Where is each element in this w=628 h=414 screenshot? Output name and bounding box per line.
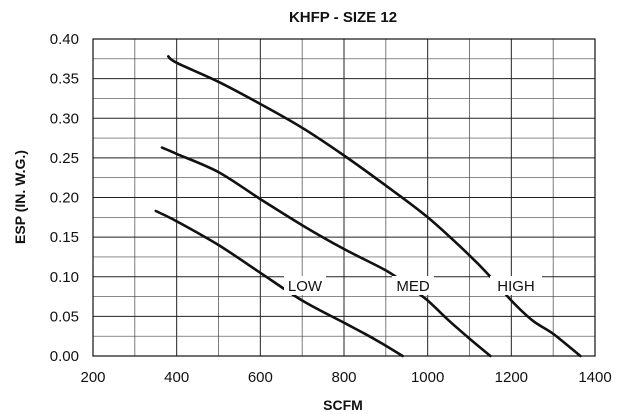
x-tick-label: 1200 — [495, 369, 528, 386]
curve-labels: LOW MED HIGH — [284, 276, 542, 295]
y-tick-label: 0.40 — [50, 31, 79, 48]
curves — [154, 55, 582, 358]
x-tick-label: 1000 — [411, 369, 444, 386]
x-tick-label: 1400 — [578, 369, 611, 386]
curve-label-med: MED — [396, 278, 430, 295]
y-tick-label: 0.30 — [50, 110, 79, 127]
y-tick-label: 0.35 — [50, 71, 79, 88]
plot-frame — [92, 38, 596, 357]
x-tick-labels: 200 400 600 800 1000 1200 1400 — [80, 369, 611, 386]
x-tick-label: 800 — [331, 369, 356, 386]
y-tick-label: 0.10 — [50, 269, 79, 286]
curve-label-low: LOW — [288, 278, 323, 295]
curve-high — [167, 55, 582, 358]
curve-low — [154, 209, 404, 358]
x-tick-label: 400 — [164, 369, 189, 386]
curve-label-background — [392, 276, 434, 295]
x-tick-label: 200 — [80, 369, 105, 386]
chart-title: KHFP - SIZE 12 — [289, 9, 397, 26]
curve-med — [160, 146, 492, 358]
y-tick-label: 0.05 — [50, 308, 79, 325]
x-tick-label: 600 — [248, 369, 273, 386]
grid — [93, 39, 595, 356]
y-tick-label: 0.20 — [50, 190, 79, 207]
y-tick-label: 0.00 — [50, 348, 79, 365]
y-tick-label: 0.15 — [50, 229, 79, 246]
y-tick-labels: 0.00 0.05 0.10 0.15 0.20 0.25 0.30 0.35 0.40 — [50, 31, 79, 365]
x-axis-label: SCFM — [323, 397, 363, 413]
curve-label-background — [490, 276, 542, 295]
y-axis-label: ESP (IN. W.G.) — [12, 150, 28, 244]
curve-label-high: HIGH — [497, 278, 535, 295]
y-tick-label: 0.25 — [50, 150, 79, 167]
curve-label-background — [284, 276, 326, 295]
